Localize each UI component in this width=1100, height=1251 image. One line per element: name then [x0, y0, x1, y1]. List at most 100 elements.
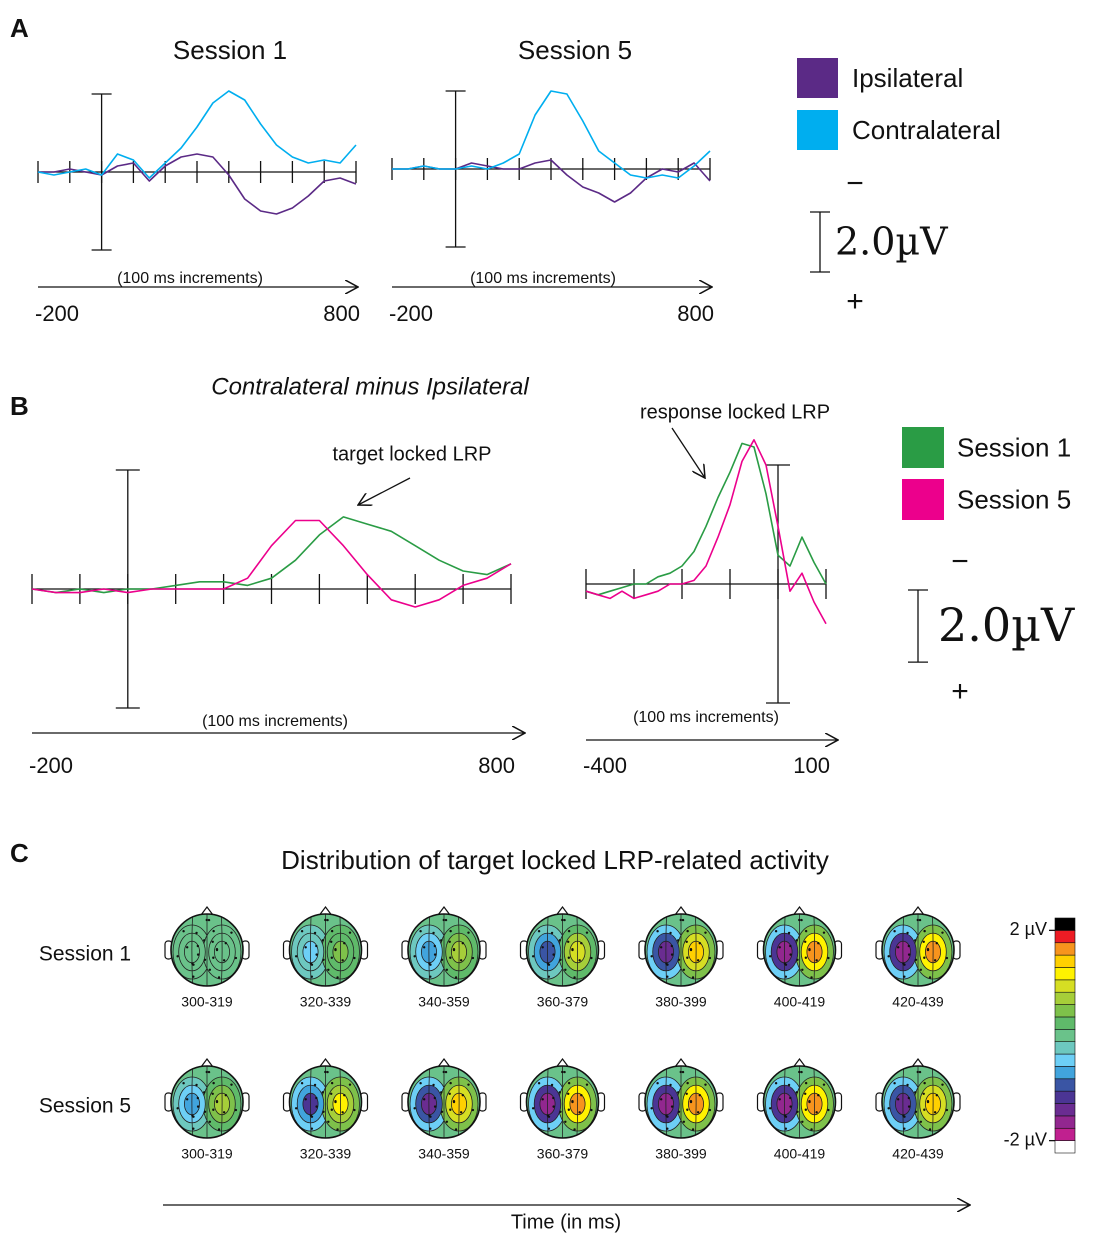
- scale-sign: +: [846, 285, 864, 318]
- electrode: [433, 944, 437, 948]
- electrode: [804, 929, 808, 933]
- topo-line: [428, 1066, 430, 1138]
- electrode: [440, 1091, 443, 1094]
- electrode: [784, 1115, 788, 1118]
- electrode: [677, 1091, 680, 1094]
- legend-swatch: [797, 110, 838, 150]
- electrode: [185, 946, 189, 949]
- electrode: [449, 1081, 452, 1085]
- scale-sign: +: [951, 675, 969, 708]
- electrode: [561, 918, 564, 922]
- topo-line: [221, 914, 223, 986]
- topo-line: [458, 914, 460, 986]
- electrode: [817, 942, 820, 945]
- nose: [556, 1058, 569, 1068]
- electrode: [916, 918, 919, 922]
- electrode: [918, 918, 922, 922]
- electrode: [330, 940, 333, 943]
- electrode: [419, 1082, 422, 1085]
- nose: [437, 906, 451, 916]
- electrode: [815, 959, 818, 962]
- window-label: 360-379: [537, 994, 589, 1010]
- electrode: [444, 1070, 448, 1074]
- electrode: [461, 942, 465, 945]
- colorbar-cell: [1054, 979, 1076, 993]
- electrode: [922, 1092, 925, 1095]
- chart-title: Session 1: [173, 35, 287, 65]
- topo-line: [665, 914, 667, 986]
- electrode: [541, 946, 544, 949]
- electrode: [893, 1082, 896, 1085]
- electrode: [321, 939, 324, 942]
- electrode: [708, 956, 712, 960]
- window-label: 320-339: [300, 994, 352, 1010]
- electrode: [590, 1108, 593, 1112]
- colorbar-label: 2 µV: [1010, 919, 1047, 939]
- electrode: [906, 1083, 909, 1087]
- electrode: [896, 946, 900, 949]
- nose: [793, 1058, 806, 1068]
- electrode: [440, 939, 443, 942]
- electrode: [203, 1091, 206, 1094]
- electrode: [294, 955, 298, 958]
- topo-line: [783, 914, 786, 986]
- electrode: [547, 1115, 551, 1118]
- topo-line: [695, 914, 697, 986]
- electrode: [698, 942, 702, 945]
- electrode: [585, 1083, 589, 1086]
- electrode: [547, 1127, 551, 1130]
- electrode: [669, 931, 672, 935]
- electrode: [207, 918, 211, 922]
- x-tick-label: 800: [677, 301, 714, 326]
- electrode: [893, 930, 896, 933]
- electrode: [330, 1092, 333, 1095]
- electrode: [433, 1105, 437, 1108]
- annotation-arrow: [671, 427, 705, 478]
- colorbar-cell: [1054, 930, 1076, 944]
- electrode: [677, 958, 681, 961]
- electrode: [547, 975, 551, 978]
- electrode: [461, 1094, 465, 1097]
- electrode: [708, 1108, 712, 1112]
- electrode: [304, 946, 307, 949]
- trace: [392, 90, 711, 179]
- colorbar-cell: [1054, 1029, 1076, 1042]
- colorbar-cell: [1054, 991, 1076, 1005]
- electrode: [903, 1115, 906, 1118]
- x-tick-label: 100: [793, 753, 830, 778]
- electrode: [918, 1070, 922, 1074]
- electrode: [677, 939, 680, 942]
- electrode: [531, 1107, 535, 1110]
- electrode: [903, 963, 906, 966]
- electrode: [413, 1107, 416, 1110]
- legend-label: Session 5: [957, 484, 1071, 514]
- panel-label: B: [10, 391, 29, 421]
- electrode: [923, 929, 926, 933]
- head-outline: [407, 1065, 481, 1139]
- electrode: [580, 942, 583, 945]
- colorbar-cell: [1054, 917, 1076, 931]
- electrode: [192, 963, 195, 966]
- electrode: [212, 1108, 215, 1111]
- electrode: [926, 1100, 930, 1103]
- panel-label: C: [10, 838, 29, 868]
- electrode: [691, 976, 695, 979]
- electrode: [784, 1127, 788, 1130]
- x-tick-label: -400: [583, 753, 627, 778]
- electrode: [567, 940, 570, 943]
- topomap: [526, 1066, 599, 1138]
- topomap: [763, 914, 836, 986]
- electrode: [666, 963, 669, 966]
- window-label: 380-399: [655, 994, 707, 1010]
- electrode: [926, 948, 930, 951]
- electrode: [768, 1107, 772, 1110]
- electrode: [212, 929, 215, 933]
- electrode: [564, 968, 567, 971]
- electrode: [550, 1083, 554, 1087]
- electrode: [343, 942, 346, 945]
- electrode: [449, 1108, 452, 1111]
- electrode: [215, 1100, 219, 1103]
- electrode: [217, 1128, 221, 1131]
- electrode: [704, 931, 707, 934]
- window-label: 300-319: [181, 1146, 233, 1162]
